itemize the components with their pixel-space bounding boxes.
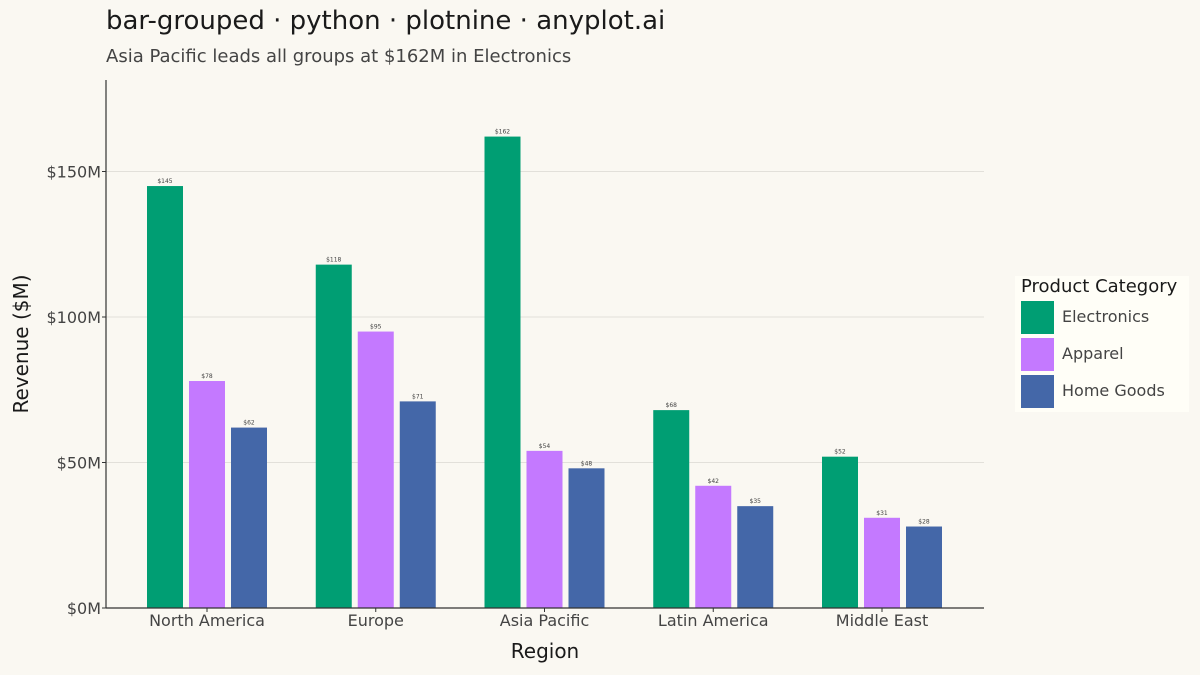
legend-title: Product Category xyxy=(1021,276,1178,297)
bar xyxy=(695,485,732,608)
data-label: $145 xyxy=(157,178,172,185)
bar xyxy=(737,506,774,608)
data-label: $28 xyxy=(918,519,930,526)
data-label: $71 xyxy=(412,393,424,400)
y-tick-label: $100M xyxy=(46,308,101,327)
legend-swatch xyxy=(1021,338,1054,371)
data-label: $52 xyxy=(834,449,846,456)
y-tick-label: $0M xyxy=(67,599,101,618)
legend-item: Apparel xyxy=(1021,338,1189,371)
legend-swatch xyxy=(1021,375,1054,408)
data-label: $31 xyxy=(876,510,888,517)
data-label: $78 xyxy=(201,373,213,380)
x-tick-label: North America xyxy=(149,611,265,630)
bar xyxy=(864,517,900,608)
legend-item: Home Goods xyxy=(1021,375,1189,408)
bar xyxy=(357,331,394,608)
data-label: $62 xyxy=(243,420,255,427)
bar xyxy=(526,450,563,608)
data-label: $35 xyxy=(750,498,762,505)
data-label: $68 xyxy=(666,402,678,409)
bar xyxy=(653,410,690,608)
bar xyxy=(399,401,436,608)
data-label: $54 xyxy=(539,443,551,450)
x-tick-label: Latin America xyxy=(658,611,769,630)
data-label: $48 xyxy=(581,460,593,467)
chart-subtitle: Asia Pacific leads all groups at $162M i… xyxy=(106,46,572,67)
bar xyxy=(189,381,225,608)
legend-swatch xyxy=(1021,301,1054,334)
bar xyxy=(822,456,858,608)
x-tick-label: Middle East xyxy=(836,611,928,630)
bar xyxy=(568,468,605,608)
legend-item: Electronics xyxy=(1021,301,1189,334)
bar xyxy=(315,264,352,608)
legend-label: Apparel xyxy=(1062,344,1124,363)
x-axis-title: Region xyxy=(511,639,579,663)
chart-title: bar-grouped · python · plotnine · anyplo… xyxy=(106,6,666,36)
legend-label: Home Goods xyxy=(1062,381,1165,400)
data-label: $42 xyxy=(708,478,720,485)
legend: Product Category Electronics Apparel Home … xyxy=(1015,276,1189,412)
y-axis-title: Revenue ($M) xyxy=(9,274,33,413)
x-tick-label: Europe xyxy=(348,611,404,630)
bar xyxy=(906,526,942,608)
y-tick-label: $150M xyxy=(46,163,101,182)
data-label: $118 xyxy=(326,257,341,264)
x-tick-label: Asia Pacific xyxy=(500,611,589,630)
data-label: $162 xyxy=(495,129,510,136)
bar xyxy=(231,427,267,608)
bar xyxy=(147,186,183,609)
data-label: $95 xyxy=(370,324,382,331)
bar xyxy=(484,136,521,608)
y-tick-label: $50M xyxy=(57,454,101,473)
legend-label: Electronics xyxy=(1062,307,1150,326)
